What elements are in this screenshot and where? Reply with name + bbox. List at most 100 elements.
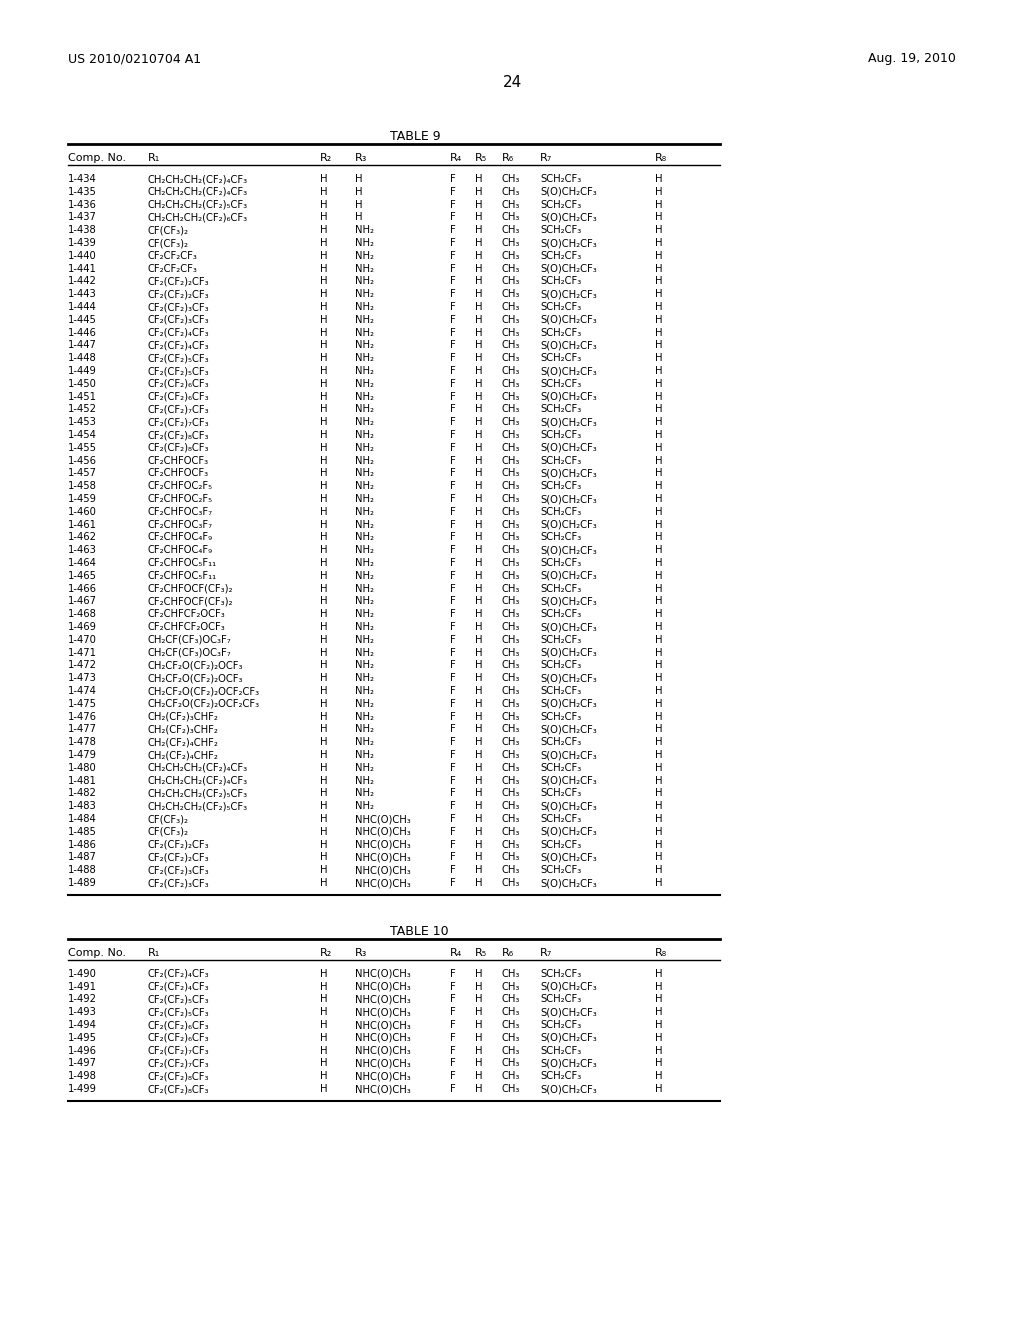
Text: H: H [319, 314, 328, 325]
Text: H: H [319, 711, 328, 722]
Text: 1-491: 1-491 [68, 982, 97, 991]
Text: H: H [475, 289, 482, 300]
Text: H: H [655, 392, 663, 401]
Text: H: H [475, 430, 482, 440]
Text: H: H [319, 737, 328, 747]
Text: H: H [475, 532, 482, 543]
Text: H: H [475, 1020, 482, 1030]
Text: CH₂CH₂CH₂(CF₂)₄CF₃: CH₂CH₂CH₂(CF₂)₄CF₃ [148, 763, 248, 772]
Text: H: H [319, 494, 328, 504]
Text: 1-482: 1-482 [68, 788, 97, 799]
Text: CH₂CF₂O(CF₂)₂OCF₃: CH₂CF₂O(CF₂)₂OCF₃ [148, 660, 244, 671]
Text: H: H [655, 520, 663, 529]
Text: H: H [475, 840, 482, 850]
Text: CF₂(CF₂)₂CF₃: CF₂(CF₂)₂CF₃ [148, 276, 210, 286]
Text: 1-451: 1-451 [68, 392, 97, 401]
Text: 1-459: 1-459 [68, 494, 97, 504]
Text: CF₂(CF₂)₈CF₃: CF₂(CF₂)₈CF₃ [148, 1084, 210, 1094]
Text: H: H [655, 622, 663, 632]
Text: CH₃: CH₃ [502, 610, 520, 619]
Text: TABLE 9: TABLE 9 [390, 129, 440, 143]
Text: SCH₂CF₃: SCH₂CF₃ [540, 430, 582, 440]
Text: CF₂(CF₂)₆CF₃: CF₂(CF₂)₆CF₃ [148, 379, 210, 389]
Text: 1-442: 1-442 [68, 276, 97, 286]
Text: NH₂: NH₂ [355, 725, 374, 734]
Text: S(O)CH₂CF₃: S(O)CH₂CF₃ [540, 1007, 597, 1018]
Text: F: F [450, 545, 456, 556]
Text: R₃: R₃ [355, 153, 368, 162]
Text: CF₂CF₂CF₃: CF₂CF₂CF₃ [148, 251, 198, 261]
Text: CF(CF₃)₂: CF(CF₃)₂ [148, 238, 189, 248]
Text: H: H [319, 199, 328, 210]
Text: R₇: R₇ [540, 948, 552, 958]
Text: H: H [475, 442, 482, 453]
Text: H: H [475, 392, 482, 401]
Text: F: F [450, 558, 456, 568]
Text: F: F [450, 1045, 456, 1056]
Text: H: H [319, 1045, 328, 1056]
Text: 1-456: 1-456 [68, 455, 97, 466]
Text: F: F [450, 392, 456, 401]
Text: 1-463: 1-463 [68, 545, 97, 556]
Text: S(O)CH₂CF₃: S(O)CH₂CF₃ [540, 622, 597, 632]
Text: 1-443: 1-443 [68, 289, 96, 300]
Text: H: H [475, 635, 482, 644]
Text: CH₃: CH₃ [502, 878, 520, 888]
Text: 1-481: 1-481 [68, 776, 97, 785]
Text: NHC(O)CH₃: NHC(O)CH₃ [355, 1032, 411, 1043]
Text: R₈: R₈ [655, 948, 667, 958]
Text: H: H [475, 969, 482, 979]
Text: H: H [475, 686, 482, 696]
Text: CH₃: CH₃ [502, 417, 520, 428]
Text: H: H [475, 597, 482, 606]
Text: H: H [319, 251, 328, 261]
Text: CF₂(CF₂)₃CF₃: CF₂(CF₂)₃CF₃ [148, 314, 210, 325]
Text: F: F [450, 213, 456, 222]
Text: CF₂CHFOC₅F₁₁: CF₂CHFOC₅F₁₁ [148, 570, 217, 581]
Text: CH₃: CH₃ [502, 314, 520, 325]
Text: 1-445: 1-445 [68, 314, 97, 325]
Text: NH₂: NH₂ [355, 507, 374, 517]
Text: 1-468: 1-468 [68, 610, 97, 619]
Text: Aug. 19, 2010: Aug. 19, 2010 [868, 51, 956, 65]
Text: H: H [475, 238, 482, 248]
Text: 1-499: 1-499 [68, 1084, 97, 1094]
Text: 1-458: 1-458 [68, 482, 97, 491]
Text: 1-464: 1-464 [68, 558, 97, 568]
Text: R₂: R₂ [319, 948, 332, 958]
Text: NH₂: NH₂ [355, 455, 374, 466]
Text: NH₂: NH₂ [355, 442, 374, 453]
Text: 1-475: 1-475 [68, 698, 97, 709]
Text: NH₂: NH₂ [355, 660, 374, 671]
Text: R₆: R₆ [502, 948, 514, 958]
Text: S(O)CH₂CF₃: S(O)CH₂CF₃ [540, 520, 597, 529]
Text: CH₃: CH₃ [502, 238, 520, 248]
Text: H: H [475, 187, 482, 197]
Text: CH₃: CH₃ [502, 570, 520, 581]
Text: 1-446: 1-446 [68, 327, 97, 338]
Text: CH₃: CH₃ [502, 1045, 520, 1056]
Text: CH₃: CH₃ [502, 264, 520, 273]
Text: NH₂: NH₂ [355, 711, 374, 722]
Text: NH₂: NH₂ [355, 737, 374, 747]
Text: CF₂CF₂CF₃: CF₂CF₂CF₃ [148, 264, 198, 273]
Text: 1-457: 1-457 [68, 469, 97, 478]
Text: NHC(O)CH₃: NHC(O)CH₃ [355, 878, 411, 888]
Text: CH₃: CH₃ [502, 1059, 520, 1068]
Text: NHC(O)CH₃: NHC(O)CH₃ [355, 1020, 411, 1030]
Text: CH₃: CH₃ [502, 199, 520, 210]
Text: H: H [655, 366, 663, 376]
Text: CF₂(CF₂)₅CF₃: CF₂(CF₂)₅CF₃ [148, 994, 210, 1005]
Text: NH₂: NH₂ [355, 788, 374, 799]
Text: H: H [655, 865, 663, 875]
Text: SCH₂CF₃: SCH₂CF₃ [540, 1072, 582, 1081]
Text: H: H [319, 302, 328, 312]
Text: SCH₂CF₃: SCH₂CF₃ [540, 354, 582, 363]
Text: 1-438: 1-438 [68, 226, 96, 235]
Text: H: H [319, 1084, 328, 1094]
Text: CF(CF₃)₂: CF(CF₃)₂ [148, 814, 189, 824]
Text: H: H [475, 725, 482, 734]
Text: H: H [475, 711, 482, 722]
Text: H: H [655, 853, 663, 862]
Text: NH₂: NH₂ [355, 698, 374, 709]
